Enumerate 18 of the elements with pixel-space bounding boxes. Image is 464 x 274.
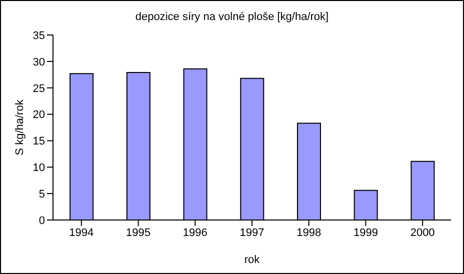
y-tick-label: 0: [38, 214, 45, 227]
x-tick-label: 1996: [182, 226, 208, 239]
y-tick-label: 25: [32, 82, 45, 95]
x-tick-label: 1999: [353, 226, 378, 239]
x-tick-label: 1998: [296, 226, 322, 239]
x-tick-label: 1994: [69, 226, 94, 239]
chart-title: depozice síry na volné ploše [kg/ha/rok]: [134, 11, 330, 23]
y-tick-label: 35: [32, 30, 45, 42]
x-axis-title: rok: [244, 254, 260, 266]
y-axis-title: S kg/ha/rok: [14, 99, 26, 156]
x-tick-label: 1995: [126, 226, 151, 239]
y-tick-label: 15: [32, 136, 45, 148]
y-tick-label: 20: [32, 109, 45, 122]
y-tick-label: 30: [32, 56, 45, 68]
y-tick-label: 10: [32, 162, 45, 174]
x-tick-label: 2000: [410, 226, 435, 239]
y-tick-label: 5: [38, 188, 45, 200]
x-tick-label: 1997: [240, 226, 264, 239]
